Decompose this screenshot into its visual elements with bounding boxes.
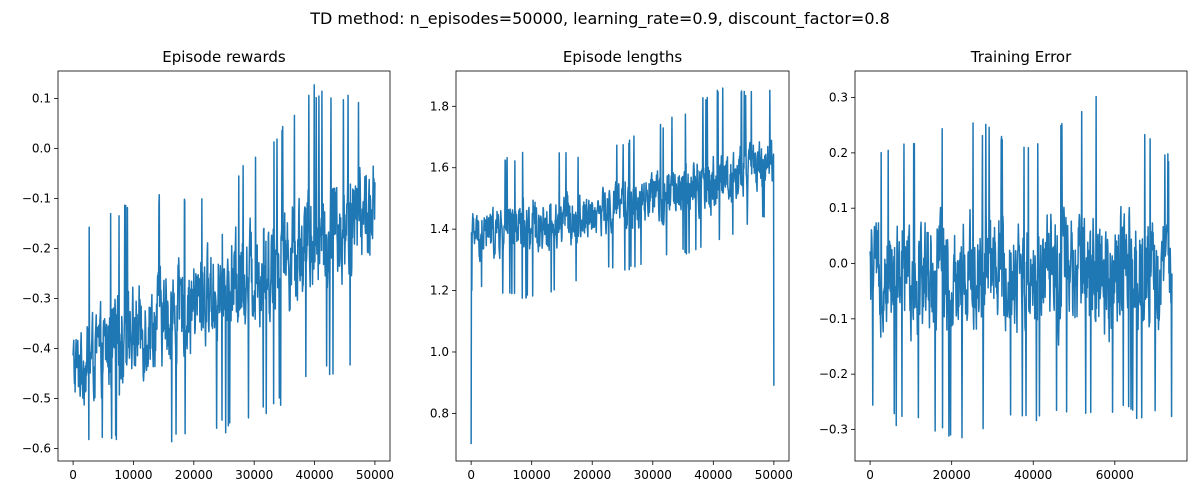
y-tick-label: −0.1 (819, 312, 848, 326)
y-tick-label: −0.1 (22, 192, 51, 206)
x-tick-label: 50000 (755, 468, 793, 482)
subplot-panels: Episode rewards 0 10000 20000 30000 40000 5000… (22, 48, 1188, 482)
x-tick-label: 60000 (1096, 468, 1134, 482)
axes-frame (455, 70, 790, 462)
x-tick-label: 20000 (175, 468, 213, 482)
y-tick-label: 0.0 (32, 142, 51, 156)
y-tick-label: −0.4 (22, 342, 51, 356)
x-tick-label: 0 (69, 468, 77, 482)
y-tick-label: 1.6 (430, 161, 449, 175)
y-tick-label: 1.4 (430, 222, 449, 236)
subplot-title: Episode rewards (162, 48, 286, 66)
y-tick-label: 1.2 (430, 284, 449, 298)
y-tick-label: −0.2 (22, 242, 51, 256)
y-tick-label: 0.8 (430, 406, 449, 420)
x-tick-label: 40000 (694, 468, 732, 482)
x-tick-label: 50000 (356, 468, 394, 482)
axes-frame (57, 70, 391, 462)
y-tick-label: 0.1 (32, 92, 51, 106)
y-tick-label: 1.0 (430, 345, 449, 359)
subplot-title: Training Error (970, 48, 1072, 66)
subplot-3: Training Error 0 20000 40000 60000 −0.3 −0.2 −0… (819, 48, 1188, 482)
x-tick-label: 0 (467, 468, 475, 482)
series-line (869, 95, 1173, 439)
subplot-title: Episode lengths (563, 48, 682, 66)
y-tick-label: −0.5 (22, 392, 51, 406)
x-tick-label: 40000 (295, 468, 333, 482)
x-tick-label: 40000 (1014, 468, 1052, 482)
y-tick-label: 0.0 (829, 257, 848, 271)
x-tick-label: 10000 (513, 468, 551, 482)
x-tick-label: 20000 (573, 468, 611, 482)
x-tick-label: 30000 (634, 468, 672, 482)
series-line (470, 87, 775, 445)
x-tick-label: 20000 (933, 468, 971, 482)
y-tick-label: 0.3 (829, 91, 848, 105)
y-tick-label: 0.1 (829, 201, 848, 215)
y-tick-label: −0.3 (819, 422, 848, 436)
y-tick-label: 0.2 (829, 146, 848, 160)
y-tick-label: −0.3 (22, 292, 51, 306)
subplot-2: Episode lengths 0 10000 20000 30000 40000 5000… (430, 48, 793, 482)
y-tick-label: 1.8 (430, 99, 449, 113)
series-line (72, 84, 376, 443)
y-tick-label: −0.6 (22, 442, 51, 456)
x-tick-label: 0 (866, 468, 874, 482)
x-tick-label: 30000 (235, 468, 273, 482)
subplot-1: Episode rewards 0 10000 20000 30000 40000 5000… (22, 48, 394, 482)
y-tick-label: −0.2 (819, 367, 848, 381)
x-tick-label: 10000 (114, 468, 152, 482)
figure-suptitle: TD method: n_episodes=50000, learning_ra… (309, 9, 890, 29)
axes-frame (854, 70, 1188, 462)
